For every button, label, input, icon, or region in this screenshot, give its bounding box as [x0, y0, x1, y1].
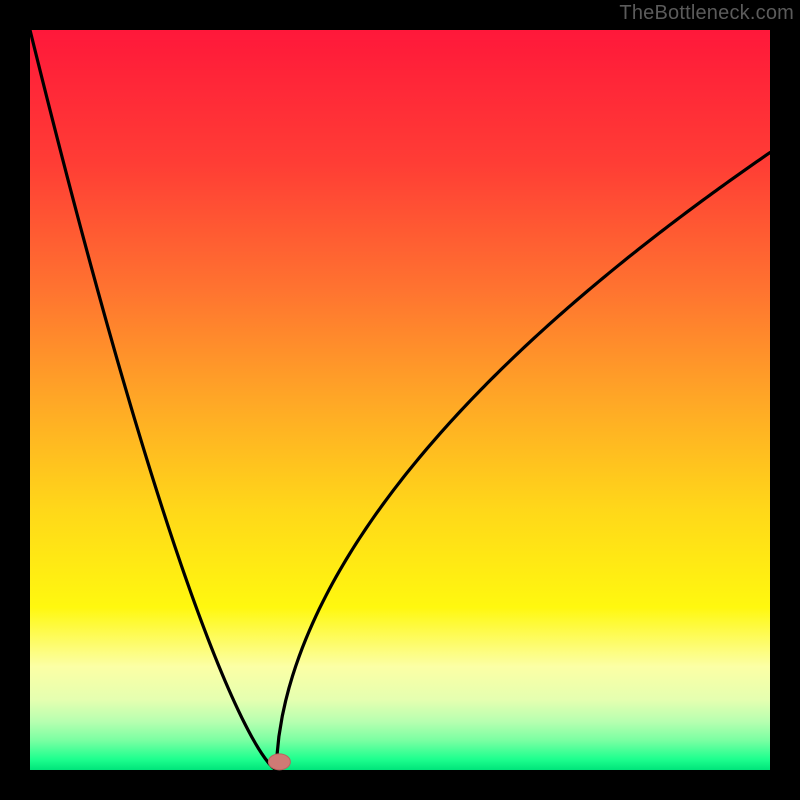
- bottleneck-chart: [0, 0, 800, 800]
- plot-area: [30, 30, 770, 770]
- optimal-point-marker: [268, 754, 290, 770]
- watermark-text: TheBottleneck.com: [619, 2, 794, 25]
- chart-canvas: TheBottleneck.com: [0, 0, 800, 800]
